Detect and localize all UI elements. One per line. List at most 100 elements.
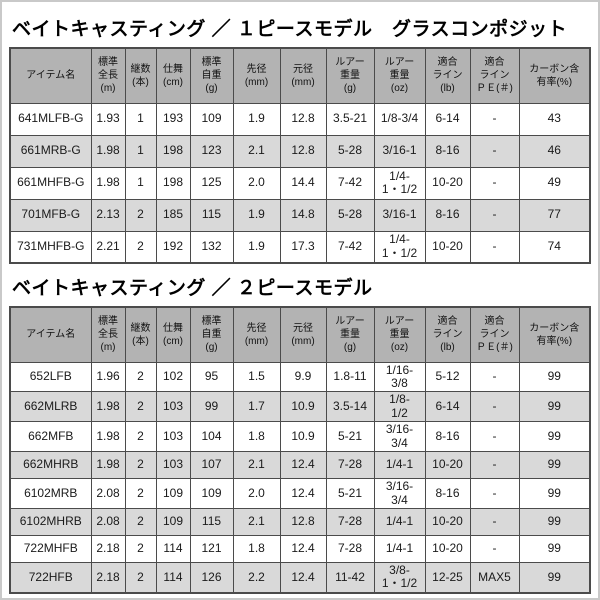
cell: 2.13 xyxy=(90,198,126,232)
cell: 10-20 xyxy=(424,535,471,563)
cell: 1 xyxy=(124,166,157,200)
cell: 77 xyxy=(518,198,591,232)
column-header: 適合 ライン ＰＥ(＃) xyxy=(469,306,520,363)
header-row: アイテム名 標準 全長 (m) 継数 (本) 仕舞 (cm) 標準 自重 (g) 先径 (… xyxy=(9,47,591,104)
cell: 7-28 xyxy=(325,451,375,480)
cell: 1/4-1 xyxy=(373,508,426,536)
column-header: 適合 ライン (lb) xyxy=(424,47,471,104)
cell: 49 xyxy=(518,166,591,200)
cell: 46 xyxy=(518,134,591,168)
cell: 12-25 xyxy=(424,561,471,594)
cell: 14.8 xyxy=(279,198,327,232)
cell: 3/16- 3/4 xyxy=(373,421,426,453)
table-row: 6102MRB 2.08 2 109 109 2.0 12.4 5-21 3/16- 3/4 8-… xyxy=(9,478,591,509)
cell: 701MFB-G xyxy=(9,198,92,232)
cell: - xyxy=(469,102,520,136)
cell: - xyxy=(469,478,520,509)
cell: 1.98 xyxy=(90,451,126,480)
cell: 2 xyxy=(124,198,157,232)
column-header: 標準 自重 (g) xyxy=(189,47,234,104)
cell: 12.4 xyxy=(279,451,327,480)
cell: 109 xyxy=(155,508,191,536)
cell: 103 xyxy=(155,451,191,480)
table-row: 662MFB 1.98 2 103 104 1.8 10.9 5-21 3/16- 3/4 8-1… xyxy=(9,421,591,453)
cell: 1.8-11 xyxy=(325,361,375,393)
cell: 3/16-1 xyxy=(373,198,426,232)
cell: 109 xyxy=(189,102,234,136)
column-header: ルアー 重量 (g) xyxy=(325,306,375,363)
cell: 6102MRB xyxy=(9,478,92,509)
cell: 99 xyxy=(518,478,591,509)
column-header: 元径 (mm) xyxy=(279,47,327,104)
cell: 14.4 xyxy=(279,166,327,200)
cell: 12.4 xyxy=(279,561,327,594)
column-header: ルアー 重量 (oz) xyxy=(373,306,426,363)
cell: 2 xyxy=(124,478,157,509)
table-row: 662MLRB 1.98 2 103 99 1.7 10.9 3.5-14 1/8- 1/2 6-… xyxy=(9,391,591,423)
cell: MAX5 xyxy=(469,561,520,594)
cell: 662MFB xyxy=(9,421,92,453)
cell: 5-21 xyxy=(325,478,375,509)
column-header: ルアー 重量 (g) xyxy=(325,47,375,104)
two-piece-spec-table: アイテム名 標準 全長 (m) 継数 (本) 仕舞 (cm) 標準 自重 (g) 先径 (… xyxy=(9,306,591,594)
cell: 12.8 xyxy=(279,508,327,536)
cell: 115 xyxy=(189,508,234,536)
cell: 123 xyxy=(189,134,234,168)
cell: 193 xyxy=(155,102,191,136)
cell: 662MHRB xyxy=(9,451,92,480)
cell: 1/4- 1・1/2 xyxy=(373,166,426,200)
cell: - xyxy=(469,391,520,423)
cell: 1.98 xyxy=(90,391,126,423)
cell: 185 xyxy=(155,198,191,232)
cell: 102 xyxy=(155,361,191,393)
column-header: 適合 ライン ＰＥ(＃) xyxy=(469,47,520,104)
cell: 641MLFB-G xyxy=(9,102,92,136)
cell: 99 xyxy=(518,391,591,423)
one-piece-model-section: ベイトキャスティング ／ １ピースモデル グラスコンポジット アイテム名 標準 全… xyxy=(7,14,593,264)
cell: 1.98 xyxy=(90,166,126,200)
column-header: 仕舞 (cm) xyxy=(155,306,191,363)
cell: 1.8 xyxy=(232,535,281,563)
cell: - xyxy=(469,166,520,200)
cell: - xyxy=(469,535,520,563)
cell: 1.9 xyxy=(232,102,281,136)
cell: 125 xyxy=(189,166,234,200)
cell: 5-28 xyxy=(325,134,375,168)
cell: 10-20 xyxy=(424,230,471,264)
cell: 1/8- 1/2 xyxy=(373,391,426,423)
one-piece-model-title: ベイトキャスティング ／ １ピースモデル グラスコンポジット xyxy=(12,19,568,40)
cell: 104 xyxy=(189,421,234,453)
cell: 661MHFB-G xyxy=(9,166,92,200)
header-row: アイテム名 標準 全長 (m) 継数 (本) 仕舞 (cm) 標準 自重 (g) 先径 (… xyxy=(9,306,591,363)
cell: 2.1 xyxy=(232,508,281,536)
cell: 2.08 xyxy=(90,478,126,509)
cell: 17.3 xyxy=(279,230,327,264)
cell: - xyxy=(469,421,520,453)
table-row: 6102MHRB 2.08 2 109 115 2.1 12.8 7-28 1/4-1 10-20… xyxy=(9,508,591,536)
cell: 2 xyxy=(124,508,157,536)
cell: 3/16- 3/4 xyxy=(373,478,426,509)
cell: 7-28 xyxy=(325,508,375,536)
cell: 2.21 xyxy=(90,230,126,264)
cell: 1.96 xyxy=(90,361,126,393)
cell: 99 xyxy=(518,535,591,563)
cell: 1.8 xyxy=(232,421,281,453)
cell: 1/8-3/4 xyxy=(373,102,426,136)
cell: 2 xyxy=(124,230,157,264)
cell: 1.98 xyxy=(90,134,126,168)
cell: 8-16 xyxy=(424,134,471,168)
cell: 1/4-1 xyxy=(373,535,426,563)
cell: 132 xyxy=(189,230,234,264)
cell: 43 xyxy=(518,102,591,136)
cell: 1.9 xyxy=(232,230,281,264)
column-header: 標準 自重 (g) xyxy=(189,306,234,363)
cell: 198 xyxy=(155,134,191,168)
column-header: カーボン含 有率(%) xyxy=(518,47,591,104)
table-row: 641MLFB-G 1.93 1 193 109 1.9 12.8 3.5-21 1/8-3/4… xyxy=(9,102,591,136)
cell: 1.9 xyxy=(232,198,281,232)
cell: 9.9 xyxy=(279,361,327,393)
cell: - xyxy=(469,508,520,536)
cell: 7-42 xyxy=(325,166,375,200)
cell: 10.9 xyxy=(279,421,327,453)
one-piece-spec-table: アイテム名 標準 全長 (m) 継数 (本) 仕舞 (cm) 標準 自重 (g) 先径 (… xyxy=(9,47,591,264)
